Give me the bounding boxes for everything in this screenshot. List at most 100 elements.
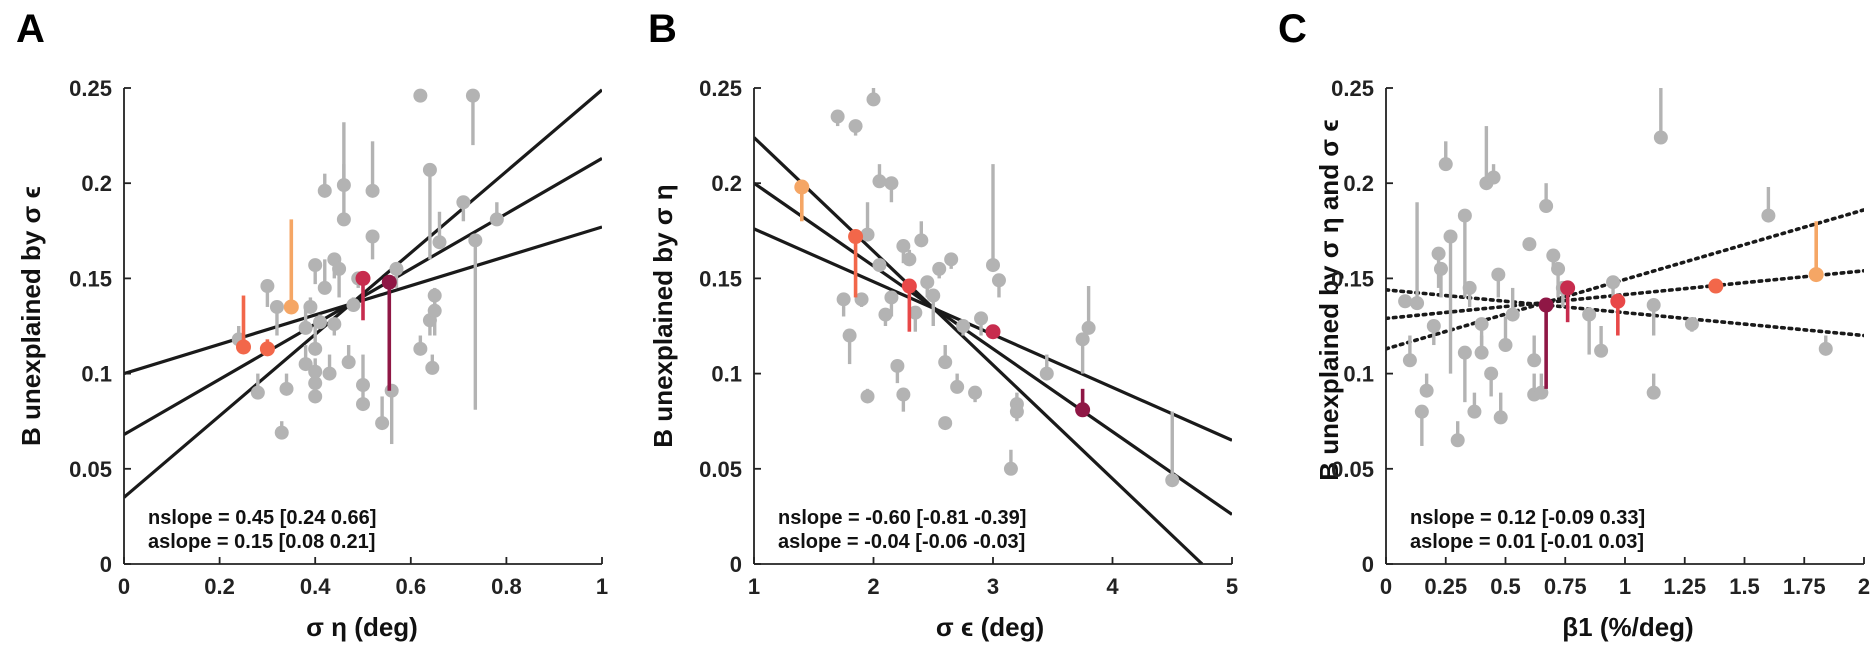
data-point: [878, 307, 893, 322]
y-tick-label: 0.1: [1343, 362, 1374, 387]
data-point: [1410, 296, 1425, 311]
highlight-point: [259, 341, 275, 357]
x-tick-label: 3: [987, 574, 999, 599]
regression-line: [1386, 208, 1864, 351]
x-tick-label: 0.75: [1544, 574, 1587, 599]
data-point: [944, 252, 959, 267]
x-tick-label: 0: [1380, 574, 1392, 599]
x-tick-label: 0: [118, 574, 130, 599]
data-point: [375, 416, 390, 431]
y-tick-label: 0.05: [1331, 457, 1374, 482]
data-point: [1527, 353, 1542, 368]
data-point: [260, 279, 275, 294]
y-axis-label-text: B unexplained by σ ϵ: [16, 186, 46, 446]
plot-area: [1386, 88, 1864, 448]
data-point: [908, 305, 923, 320]
data-point: [250, 385, 265, 400]
highlight-point: [1560, 280, 1576, 296]
data-point: [1457, 345, 1472, 360]
data-point: [346, 298, 361, 313]
data-point: [974, 311, 989, 326]
highlight-point: [1610, 293, 1626, 309]
data-point: [1165, 473, 1180, 488]
highlight-point: [901, 278, 917, 294]
data-point: [1402, 353, 1417, 368]
x-tick-label: 5: [1226, 574, 1238, 599]
nslope-annotation: nslope = -0.60 [-0.81 -0.39]: [778, 507, 1026, 529]
panel-a: A B unexplained by σ ϵ σ η (deg) nslope …: [16, 7, 608, 642]
regression-line: [1386, 288, 1864, 338]
data-point: [1443, 229, 1458, 244]
y-tick-label: 0.05: [699, 457, 742, 482]
x-tick-label: 1: [748, 574, 760, 599]
data-point: [1450, 433, 1465, 448]
data-point: [336, 212, 351, 227]
data-point: [1582, 307, 1597, 322]
data-point: [860, 227, 875, 242]
x-tick-label: 0.5: [1490, 574, 1521, 599]
data-point: [298, 357, 313, 372]
y-axis-label: B unexplained by σ η: [648, 184, 678, 447]
data-point: [425, 360, 440, 375]
data-point: [1438, 157, 1453, 172]
data-point: [1433, 261, 1448, 276]
x-tick-label: 1.75: [1783, 574, 1826, 599]
data-point: [848, 119, 863, 134]
data-point: [1653, 130, 1668, 145]
data-point: [456, 195, 471, 210]
data-point: [1431, 246, 1446, 261]
highlight-point: [355, 270, 371, 286]
data-point: [413, 341, 428, 356]
regression-line: [754, 181, 1232, 516]
x-axis-label: β1 (%/deg): [1562, 612, 1693, 642]
data-point: [1498, 338, 1513, 353]
panel-c: C B unexplained by σ η and σ ϵ β1 (%/deg…: [1278, 7, 1870, 642]
data-point: [938, 416, 953, 431]
aslope-annotation: aslope = 0.01 [-0.01 0.03]: [1410, 531, 1644, 553]
data-point: [303, 299, 318, 314]
y-tick-label: 0: [730, 552, 742, 577]
highlight-point: [1808, 267, 1824, 283]
x-tick-label: 0.25: [1424, 574, 1467, 599]
data-point: [341, 355, 356, 370]
data-point: [890, 358, 905, 373]
data-point: [1003, 461, 1018, 476]
data-point: [1646, 385, 1661, 400]
data-point: [365, 183, 380, 198]
data-point: [468, 233, 483, 248]
y-tick-label: 0.2: [1343, 171, 1374, 196]
data-point: [1646, 298, 1661, 313]
data-point: [884, 176, 899, 191]
highlight-point: [794, 179, 810, 195]
data-point: [902, 252, 917, 267]
data-point: [926, 288, 941, 303]
data-point: [1462, 280, 1477, 295]
x-tick-label: 2: [1858, 574, 1870, 599]
data-point: [1818, 341, 1833, 356]
data-point: [896, 387, 911, 402]
x-tick-label: 1.25: [1663, 574, 1706, 599]
aslope-annotation: aslope = -0.04 [-0.06 -0.03]: [778, 531, 1025, 553]
data-point: [842, 328, 857, 343]
data-point: [356, 397, 370, 412]
data-point: [298, 320, 313, 335]
highlight-point: [848, 229, 864, 245]
data-point: [1594, 343, 1609, 358]
data-point: [986, 258, 1000, 273]
data-point: [1081, 320, 1096, 335]
y-axis-label-text: B unexplained by σ η: [648, 184, 678, 447]
x-tick-label: 2: [867, 574, 879, 599]
regression-line: [1386, 268, 1864, 321]
data-point: [968, 385, 983, 400]
data-point: [413, 88, 428, 103]
data-point: [1426, 319, 1441, 333]
data-point: [312, 315, 327, 330]
data-point: [384, 383, 399, 398]
x-tick-label: 4: [1106, 574, 1119, 599]
data-point: [1539, 199, 1554, 214]
data-point: [884, 290, 899, 305]
y-tick-label: 0.1: [81, 362, 112, 387]
y-tick-label: 0: [100, 552, 112, 577]
data-point: [322, 366, 337, 381]
